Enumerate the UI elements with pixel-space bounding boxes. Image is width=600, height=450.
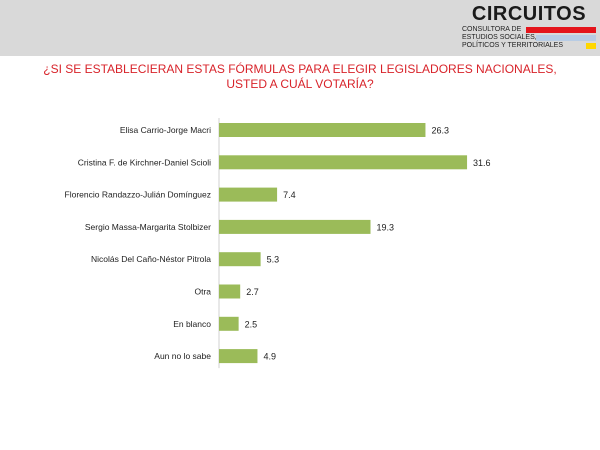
category-label: Nicolás Del Caño-Néstor Pitrola [91, 254, 211, 264]
bar [219, 349, 258, 364]
value-label: 31.6 [473, 158, 491, 168]
brand-line-1: CONSULTORA DE [462, 26, 522, 33]
chart-title: ¿SI SE ESTABLECIERAN ESTAS FÓRMULAS PARA… [43, 62, 557, 91]
header-band: CIRCUITOS CONSULTORA DE ESTUDIOS SOCIALE… [0, 0, 600, 56]
value-label: 2.7 [246, 287, 259, 297]
value-label: 7.4 [283, 190, 296, 200]
bar [219, 316, 239, 331]
brand-blue-bar [536, 35, 596, 41]
value-label: 2.5 [245, 319, 258, 329]
brand-name: CIRCUITOS [471, 3, 587, 25]
category-label: Otra [194, 287, 211, 297]
value-label: 26.3 [431, 126, 449, 136]
brand-line-3: POLÍTICOS Y TERRITORIALES [462, 42, 564, 49]
category-label: Florencio Randazzo-Julián Domínguez [65, 190, 211, 200]
bar [219, 252, 261, 267]
bar [219, 219, 371, 234]
category-label: Aun no lo sabe [154, 351, 211, 361]
category-label: Elisa Carrio-Jorge Macri [120, 125, 211, 135]
value-label: 5.3 [267, 255, 280, 265]
value-label: 19.3 [377, 222, 395, 232]
brand-red-bar [526, 27, 596, 33]
category-label: Sergio Massa-Margarita Stolbizer [85, 222, 211, 232]
category-label: Cristina F. de Kirchner-Daniel Scioli [78, 157, 211, 167]
bar [219, 123, 426, 137]
brand-logo: CIRCUITOS CONSULTORA DE ESTUDIOS SOCIALE… [462, 3, 596, 55]
category-label: En blanco [173, 319, 211, 329]
bar [219, 284, 241, 299]
brand-yellow-bar [586, 43, 596, 49]
value-label: 4.9 [263, 352, 276, 362]
bar [219, 187, 278, 202]
brand-line-2: ESTUDIOS SOCIALES, [462, 34, 537, 41]
bar [219, 155, 468, 170]
